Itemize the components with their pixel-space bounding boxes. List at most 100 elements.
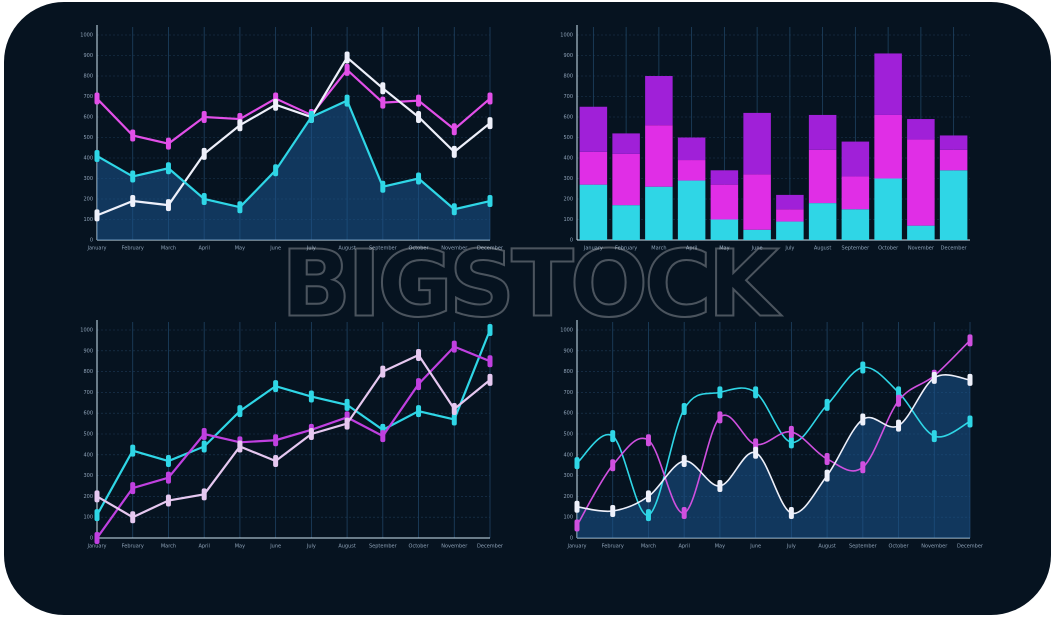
x-tick-label: January (583, 246, 603, 252)
y-tick-label: 300 (83, 473, 93, 479)
marker (130, 444, 136, 457)
x-tick-label: August (338, 544, 356, 550)
y-tick-label: 100 (563, 217, 573, 223)
marker (896, 419, 902, 432)
x-tick-label: May (715, 544, 725, 550)
area (577, 374, 970, 538)
marker (344, 417, 350, 430)
y-tick-label: 100 (83, 515, 93, 521)
marker (165, 162, 171, 175)
bar-segment (776, 221, 804, 240)
line (96, 345, 491, 539)
x-tick-label: March (161, 246, 176, 252)
x-tick-label: March (641, 544, 656, 550)
x-tick-label: April (678, 544, 689, 550)
marker (416, 378, 422, 391)
bar-segment (776, 209, 804, 222)
marker (201, 428, 207, 440)
bar-segment (874, 178, 902, 240)
y-tick-label: 900 (563, 348, 573, 354)
x-tick-label: April (198, 246, 209, 252)
x-tick-label: September (369, 544, 398, 550)
marker (308, 428, 314, 440)
x-tick-label: October (878, 246, 899, 252)
chart: 0 100 200 300 400 500 600 700 800 900 1000 January F… (80, 25, 504, 252)
x-tick-label: July (784, 246, 794, 252)
x-tick-label: December (477, 246, 504, 252)
bar-segment (579, 184, 608, 240)
x-tick-label: November (441, 544, 468, 550)
line (96, 68, 491, 145)
marker (967, 415, 973, 428)
y-tick-label: 100 (563, 515, 573, 521)
y-tick-label: 900 (83, 348, 93, 354)
marker (380, 180, 386, 193)
x-tick-label: May (235, 544, 245, 550)
marker (610, 459, 616, 472)
marker (487, 92, 493, 105)
y-tick-label: 500 (83, 135, 93, 141)
marker (380, 430, 386, 443)
marker (94, 149, 100, 162)
marker (201, 488, 207, 501)
marker (130, 511, 136, 524)
x-tick-label: October (409, 544, 430, 550)
bar-segment (874, 53, 902, 115)
bar-segment (874, 114, 902, 179)
x-tick-label: December (941, 246, 968, 252)
x-tick-label: August (814, 246, 832, 252)
marker (574, 519, 580, 532)
bar-segment (612, 153, 640, 206)
bar-segment (743, 229, 771, 240)
x-tick-label: November (441, 246, 468, 252)
marker (788, 436, 794, 449)
line (96, 353, 491, 519)
x-tick-label: December (477, 544, 504, 550)
x-tick-label: April (686, 246, 697, 252)
marker (94, 92, 100, 105)
marker (717, 480, 723, 492)
y-tick-label: 600 (83, 411, 93, 417)
bar-segment (612, 205, 640, 240)
marker (788, 425, 794, 438)
marker (788, 507, 794, 520)
bar-segment (645, 125, 673, 187)
x-tick-label: June (269, 246, 281, 252)
marker (130, 195, 136, 208)
x-tick-label: July (786, 544, 796, 550)
marker (860, 361, 866, 374)
marker (681, 403, 687, 416)
marker (487, 195, 493, 208)
y-tick-label: 700 (83, 94, 93, 100)
marker (165, 137, 171, 150)
marker (451, 413, 457, 426)
y-tick-label: 200 (563, 494, 573, 500)
marker (574, 457, 580, 470)
marker (681, 507, 687, 520)
marker (487, 373, 493, 386)
marker (273, 434, 279, 447)
panel-background (4, 2, 1051, 615)
marker (896, 394, 902, 407)
bar-segment (939, 135, 968, 150)
y-tick-label: 1000 (80, 328, 93, 334)
x-tick-label: January (87, 544, 107, 550)
marker (237, 405, 243, 418)
marker (94, 490, 100, 503)
x-tick-label: February (122, 246, 144, 252)
y-tick-label: 900 (83, 53, 93, 59)
bar-segment (645, 76, 673, 126)
marker (273, 380, 279, 393)
marker (824, 452, 830, 465)
y-tick-label: 700 (563, 94, 573, 100)
marker (94, 532, 100, 544)
y-tick-label: 500 (83, 432, 93, 438)
bar-segment (907, 225, 935, 240)
marker (130, 482, 136, 495)
marker (610, 504, 616, 517)
marker (451, 403, 457, 416)
marker (201, 440, 207, 453)
bar-segment (808, 114, 837, 150)
y-tick-label: 400 (563, 452, 573, 458)
